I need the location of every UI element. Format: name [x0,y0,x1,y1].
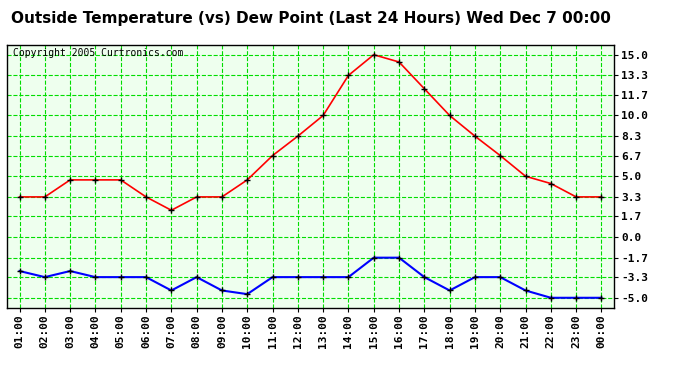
Text: Copyright 2005 Curtronics.com: Copyright 2005 Curtronics.com [13,48,184,58]
Text: Outside Temperature (vs) Dew Point (Last 24 Hours) Wed Dec 7 00:00: Outside Temperature (vs) Dew Point (Last… [10,11,611,26]
